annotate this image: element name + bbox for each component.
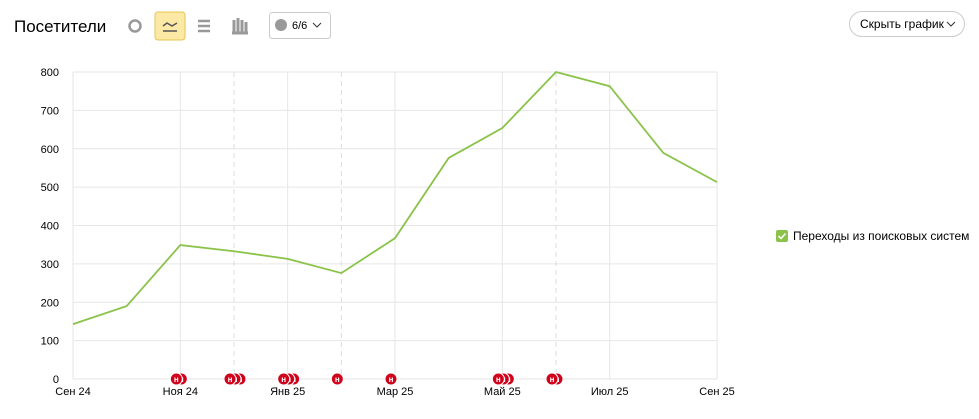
- bar-icon[interactable]: [232, 18, 248, 35]
- x-tick-label: Сен 25: [699, 386, 734, 398]
- annotation-letter: н: [496, 375, 501, 384]
- annotation-circle: [169, 372, 183, 386]
- area-icon[interactable]: [198, 19, 210, 33]
- y-tick-label: 500: [41, 182, 59, 194]
- annotation-circle: [384, 372, 398, 386]
- annotation-letter: н: [550, 375, 555, 384]
- annotation-marker[interactable]: н: [384, 372, 398, 386]
- y-tick-label: 300: [41, 259, 59, 271]
- y-tick-label: 400: [41, 221, 59, 233]
- annotation-marker[interactable]: н: [491, 372, 505, 386]
- y-tick-label: 200: [41, 297, 59, 309]
- annotation-letter: н: [335, 375, 340, 384]
- line-button[interactable]: [154, 11, 186, 41]
- series-line: [72, 70, 718, 325]
- annotation-letter: н: [174, 375, 179, 384]
- annotation-circle: [491, 372, 505, 386]
- legend-check: [777, 232, 787, 240]
- hide-chart-button[interactable]: [849, 11, 965, 37]
- annotation-letter: н: [389, 375, 394, 384]
- x-tick-label: Ноя 24: [163, 386, 198, 398]
- dropdown-arrow: [946, 21, 956, 27]
- legend-checkbox[interactable]: [776, 230, 788, 242]
- hide-chart-label: Скрыть график: [860, 17, 945, 31]
- pie-icon[interactable]: [128, 19, 142, 33]
- annotation-marker[interactable]: н: [277, 372, 291, 386]
- annotation-circle: [545, 372, 559, 386]
- annotation-letter: н: [228, 375, 233, 384]
- annotation-circle: [277, 372, 291, 386]
- comments-count: 6/6: [292, 20, 307, 32]
- toolbar: 6/6 Скрыть график: [128, 11, 965, 41]
- annotation-marker[interactable]: н: [223, 372, 237, 386]
- x-tick-label: Сен 24: [55, 386, 90, 398]
- annotation-circle: [330, 372, 344, 386]
- x-tick-label: Янв 25: [270, 386, 305, 398]
- annotation-marker[interactable]: н: [330, 372, 344, 386]
- annotation-marker[interactable]: н: [545, 372, 559, 386]
- annotation-letter: н: [281, 375, 286, 384]
- x-tick-label: Мар 25: [377, 386, 414, 398]
- y-tick-label: 100: [41, 336, 59, 348]
- y-tick-label: 800: [41, 67, 59, 79]
- annotation-marker[interactable]: н: [169, 372, 183, 386]
- y-tick-label: 700: [41, 105, 59, 117]
- y-tick-label: 0: [53, 374, 59, 386]
- y-tick-label: 600: [41, 144, 59, 156]
- line-icon: [162, 22, 178, 32]
- comment-icon: [275, 19, 287, 31]
- legend-label: Переходы из поисковых систем: [793, 229, 969, 243]
- comments-button[interactable]: [269, 12, 331, 39]
- dropdown-arrow: [312, 22, 322, 28]
- page-title: Посетители: [14, 17, 106, 36]
- annotation-circle: [223, 372, 237, 386]
- x-tick-label: Июл 25: [591, 386, 629, 398]
- x-tick-label: Май 25: [484, 386, 521, 398]
